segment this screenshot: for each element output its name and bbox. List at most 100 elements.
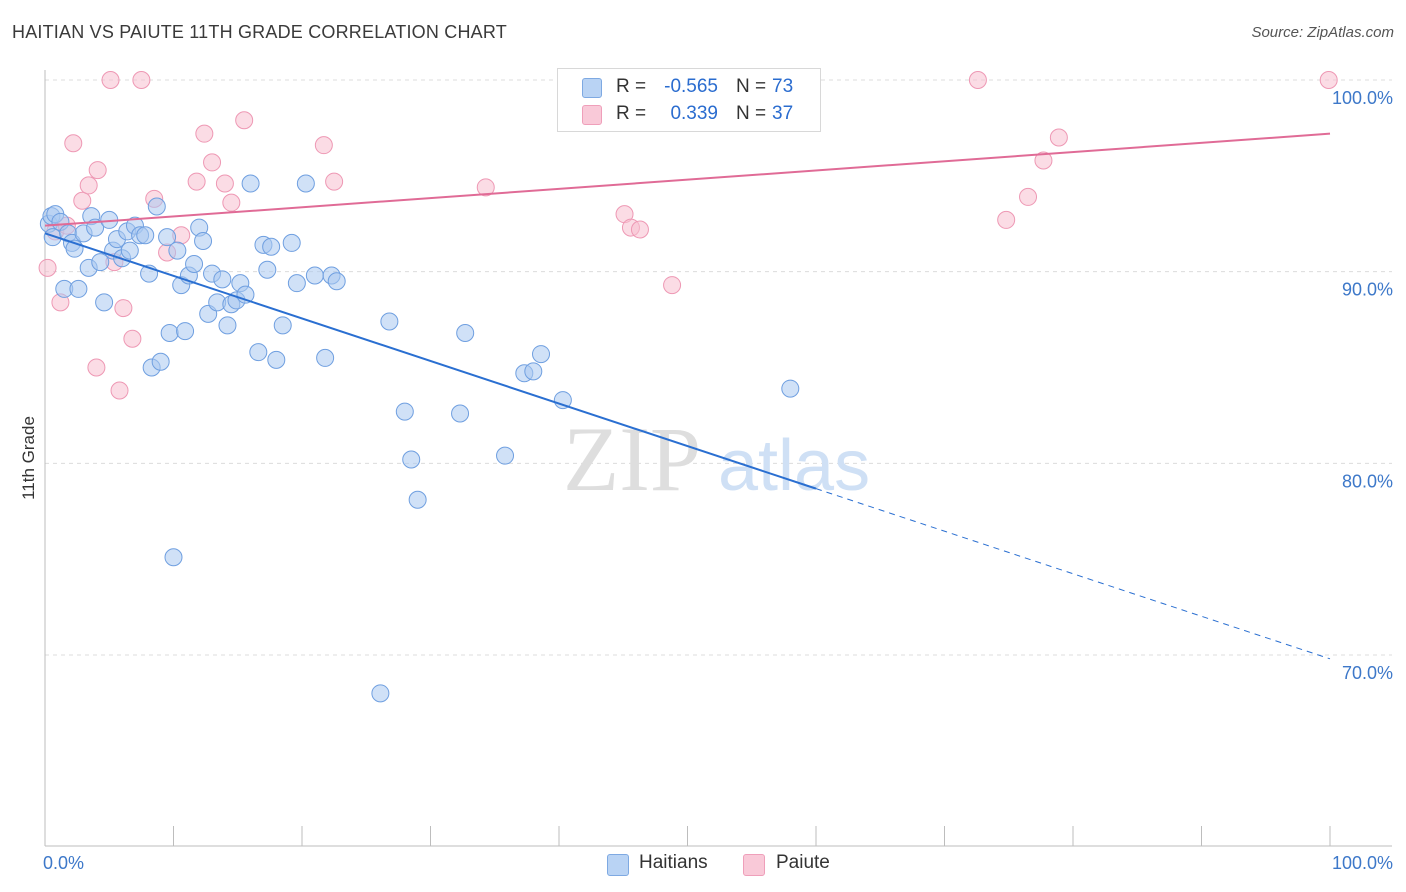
source-credit: Source: ZipAtlas.com bbox=[1251, 24, 1394, 41]
legend-n-value: 73 bbox=[772, 76, 794, 97]
haitian-point bbox=[532, 345, 551, 364]
legend-r-value: -0.565 bbox=[664, 76, 718, 97]
haitian-point bbox=[91, 253, 110, 272]
haitian-trend-line bbox=[44, 232, 817, 490]
haitian-point bbox=[451, 404, 470, 423]
paiute-point bbox=[73, 191, 92, 210]
paiute-point bbox=[1034, 151, 1053, 170]
paiute-point bbox=[630, 220, 649, 239]
haitian-point bbox=[316, 348, 335, 367]
paiute-point bbox=[968, 71, 987, 89]
watermark: ZIP atlas bbox=[563, 408, 870, 510]
paiute-point bbox=[1319, 71, 1338, 89]
paiute-point bbox=[195, 124, 214, 143]
haitian-point bbox=[194, 232, 213, 250]
haitian-point bbox=[371, 684, 390, 703]
legend-label-haitians: Haitians bbox=[639, 852, 708, 873]
haitian-points bbox=[39, 174, 800, 703]
haitian-point bbox=[218, 316, 237, 335]
legend-n-value: 37 bbox=[772, 103, 794, 124]
haitian-point bbox=[267, 350, 286, 369]
paiute-points bbox=[38, 71, 1338, 400]
haitian-point bbox=[120, 241, 139, 260]
y-tick-label: 90.0% bbox=[1342, 280, 1393, 300]
haitian-point bbox=[305, 266, 324, 285]
haitian-point bbox=[213, 270, 232, 289]
gridlines bbox=[45, 79, 1392, 656]
legend-row-paiute: R = 0.339 N = 37 bbox=[558, 101, 820, 127]
paiute-point bbox=[663, 276, 682, 295]
x-tick-label: 100.0% bbox=[1332, 853, 1393, 873]
stats-legend: R = -0.565 N = 73 R = 0.339 N = 37 bbox=[557, 68, 821, 132]
haitian-point bbox=[258, 260, 277, 279]
y-axis-label: 11th Grade bbox=[19, 416, 38, 500]
paiute-point bbox=[222, 193, 241, 212]
haitian-point bbox=[249, 343, 268, 362]
haitian-point bbox=[160, 324, 179, 342]
haitian-point bbox=[158, 228, 177, 247]
haitian-point bbox=[282, 233, 301, 252]
haitian-point bbox=[287, 274, 306, 293]
haitian-point bbox=[273, 316, 292, 335]
paiute-point bbox=[64, 134, 83, 153]
series-legend: Haitians Paiute bbox=[0, 852, 1406, 878]
y-tick-label: 100.0% bbox=[1332, 88, 1393, 108]
legend-swatch-paiute bbox=[582, 105, 602, 125]
legend-r-label: R = bbox=[616, 76, 647, 97]
paiute-point bbox=[88, 161, 107, 180]
haitian-point bbox=[136, 226, 155, 245]
paiute-point bbox=[325, 172, 344, 191]
paiute-point bbox=[101, 71, 120, 89]
haitian-point bbox=[147, 197, 166, 216]
tick-labels: 70.0% 80.0% 90.0% 100.0% 0.0% 100.0% bbox=[43, 88, 1393, 873]
haitian-point bbox=[402, 450, 421, 469]
paiute-point bbox=[132, 71, 151, 89]
legend-row-haitians: R = -0.565 N = 73 bbox=[558, 74, 820, 100]
paiute-point bbox=[187, 172, 206, 191]
legend-label-paiute: Paiute bbox=[776, 852, 830, 873]
paiute-point bbox=[1049, 128, 1068, 147]
paiute-point bbox=[123, 329, 142, 348]
y-tick-label: 80.0% bbox=[1342, 471, 1393, 491]
legend-r-label: R = bbox=[616, 103, 647, 124]
haitian-point bbox=[327, 272, 346, 291]
haitian-point bbox=[69, 279, 88, 298]
haitian-trend-extrapolation bbox=[815, 488, 1331, 660]
paiute-point bbox=[203, 153, 222, 172]
legend-swatch-paiute bbox=[743, 854, 765, 876]
y-tick-label: 70.0% bbox=[1342, 663, 1393, 683]
legend-n-label: N = bbox=[736, 103, 767, 124]
paiute-point bbox=[38, 258, 57, 277]
haitian-point bbox=[380, 312, 399, 331]
haitian-point bbox=[168, 241, 187, 260]
paiute-point bbox=[87, 358, 106, 377]
paiute-point bbox=[79, 176, 98, 195]
haitian-point bbox=[262, 237, 281, 256]
haitian-point bbox=[524, 362, 543, 381]
trend-lines bbox=[44, 132, 1331, 660]
haitian-point bbox=[456, 324, 475, 342]
axes bbox=[44, 70, 1392, 847]
paiute-trend-line bbox=[44, 132, 1331, 227]
legend-swatch-haitians bbox=[582, 78, 602, 98]
haitian-point bbox=[408, 490, 427, 509]
haitian-point bbox=[241, 174, 260, 193]
paiute-point bbox=[1019, 187, 1038, 206]
chart-title: HAITIAN VS PAIUTE 11TH GRADE CORRELATION… bbox=[12, 22, 507, 42]
x-tick-label: 0.0% bbox=[43, 853, 84, 873]
haitian-point bbox=[496, 446, 515, 465]
haitian-point bbox=[95, 293, 114, 312]
paiute-point bbox=[235, 111, 254, 130]
haitian-point bbox=[151, 352, 170, 371]
haitian-point bbox=[781, 379, 800, 398]
legend-swatch-haitians bbox=[607, 854, 629, 876]
haitian-point bbox=[185, 255, 204, 273]
haitian-point bbox=[164, 548, 183, 567]
haitian-point bbox=[395, 402, 414, 421]
paiute-point bbox=[114, 299, 133, 318]
legend-n-label: N = bbox=[736, 76, 767, 97]
legend-r-value: 0.339 bbox=[670, 103, 718, 124]
watermark-atlas: atlas bbox=[718, 426, 870, 506]
watermark-zip: ZIP bbox=[563, 408, 701, 510]
